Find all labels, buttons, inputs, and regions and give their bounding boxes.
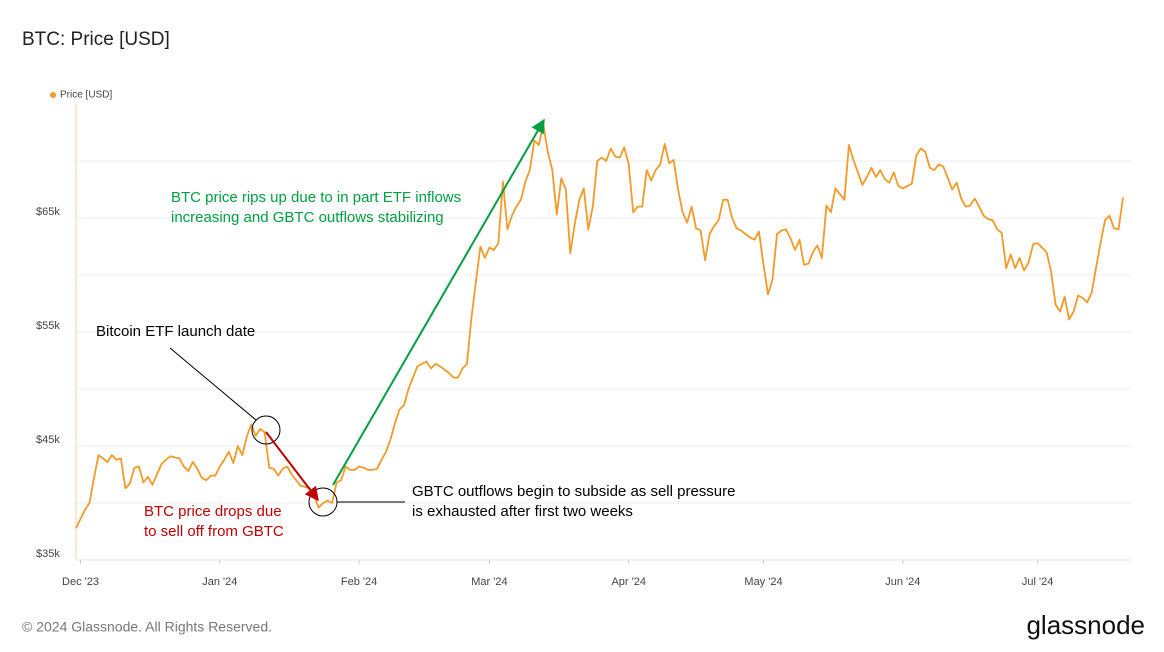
x-tick-label: Feb '24 — [341, 576, 377, 588]
x-tick-label: Mar '24 — [471, 576, 507, 588]
x-tick-label: May '24 — [744, 576, 782, 588]
annotation: Bitcoin ETF launch date — [96, 323, 255, 340]
x-tick-label: Dec '23 — [62, 576, 99, 588]
legend-label: Price [USD] — [60, 90, 112, 101]
arrow — [332, 118, 545, 486]
annotation: BTC price rips up due to in part ETF inf… — [171, 189, 461, 206]
annotation: increasing and GBTC outflows stabilizing — [171, 209, 444, 226]
legend-marker — [50, 92, 56, 98]
annotation: BTC price drops due — [144, 503, 282, 520]
chart-title: BTC: Price [USD] — [22, 29, 170, 50]
annotation: to sell off from GBTC — [144, 523, 284, 540]
logo: glassnode — [1026, 610, 1145, 640]
annotation: is exhausted after first two weeks — [412, 503, 633, 520]
highlight-circle — [251, 415, 281, 445]
grid — [75, 104, 1131, 564]
x-tick-label: Jul '24 — [1022, 576, 1053, 588]
y-tick-label: $35k — [36, 548, 60, 560]
price-line — [75, 123, 1124, 529]
y-tick-label: $65k — [36, 206, 60, 218]
leader-line — [169, 347, 257, 421]
y-tick-label: $55k — [36, 320, 60, 332]
x-tick-label: Jun '24 — [885, 576, 920, 588]
y-tick-label: $45k — [36, 434, 60, 446]
annotation: GBTC outflows begin to subside as sell p… — [412, 483, 736, 500]
x-tick-label: Jan '24 — [202, 576, 237, 588]
arrow — [265, 431, 319, 502]
x-tick-label: Apr '24 — [611, 576, 646, 588]
annotation-shapes — [169, 118, 545, 517]
copyright: © 2024 Glassnode. All Rights Reserved. — [22, 619, 272, 635]
